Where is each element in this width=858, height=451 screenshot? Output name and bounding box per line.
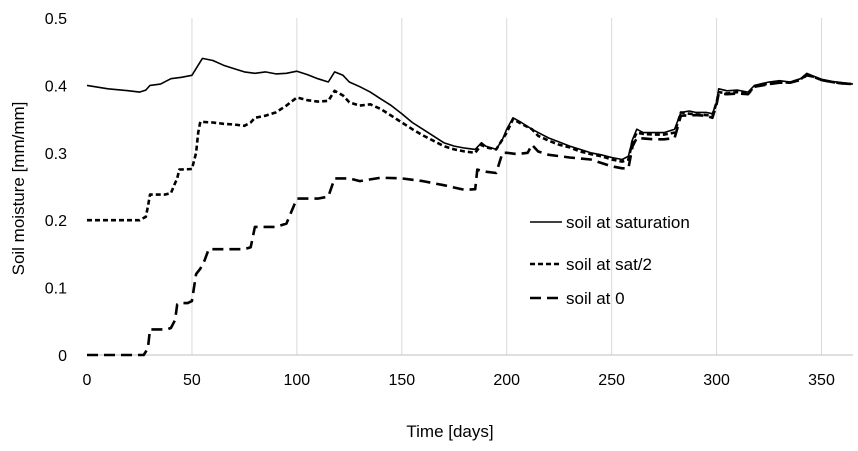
y-tick-label: 0.3 [45, 146, 67, 163]
series-line-2 [87, 74, 854, 357]
x-tick-label: 100 [284, 372, 311, 389]
legend-label-1: soil at sat/2 [566, 255, 652, 274]
y-tick-label: 0 [58, 348, 67, 365]
series-lines [86, 57, 854, 357]
y-tick-labels: 0 0.1 0.2 0.3 0.4 0.5 [45, 11, 67, 365]
x-tick-label: 300 [703, 372, 730, 389]
x-tick-label: 150 [388, 372, 415, 389]
series-line-0 [86, 57, 854, 161]
legend-label-2: soil at 0 [566, 289, 625, 308]
y-tick-label: 0.5 [45, 11, 67, 28]
x-tick-label: 350 [808, 372, 835, 389]
x-tick-labels: 0 50 100 150 200 250 300 350 [83, 372, 835, 389]
x-tick-label: 250 [598, 372, 625, 389]
legend-label-0: soil at saturation [566, 213, 690, 232]
x-axis-title: Time [days] [406, 422, 493, 441]
x-tick-label: 200 [493, 372, 520, 389]
grid [191, 18, 823, 355]
y-axis-title: Soil moisture [mm/mm] [9, 102, 28, 276]
y-tick-label: 0.1 [45, 281, 67, 298]
y-tick-label: 0.2 [45, 213, 67, 230]
y-tick-label: 0.4 [45, 78, 67, 95]
x-tick-label: 0 [83, 372, 92, 389]
series-line-1 [87, 73, 854, 222]
x-tick-label: 50 [183, 372, 201, 389]
legend: soil at saturation soil at sat/2 soil at 0 [530, 213, 690, 308]
